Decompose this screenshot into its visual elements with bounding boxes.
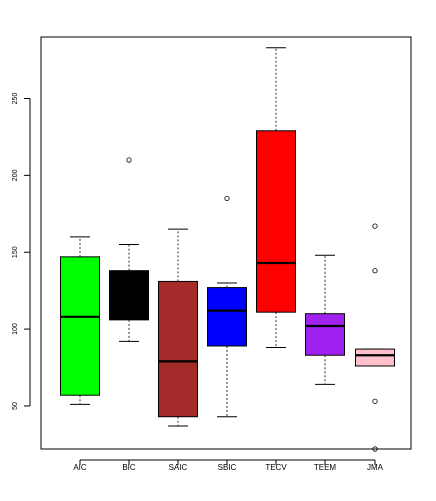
plot-frame: [40, 36, 412, 450]
outlier-point: [126, 157, 132, 163]
box-jma: [355, 223, 395, 452]
box-series: [60, 47, 395, 452]
x-tick-label: JMA: [367, 463, 384, 472]
x-tick-label: AIC: [73, 463, 87, 472]
box-saic: [158, 228, 198, 427]
y-axis: 50 100 150 200 250: [12, 93, 31, 410]
y-tick-label: 200: [12, 169, 19, 181]
box-iqr: [109, 270, 149, 321]
x-axis: AIC BIC SAIC SBIC TECV TEEM JMA: [73, 459, 384, 472]
box-iqr: [256, 130, 296, 313]
outlier-point: [372, 446, 378, 452]
box-iqr: [207, 287, 247, 347]
y-tick-label: 150: [12, 246, 19, 258]
box-sbic: [207, 195, 247, 418]
box-iqr: [305, 313, 345, 356]
x-tick-label: SAIC: [169, 463, 188, 472]
x-tick-label: BIC: [122, 463, 136, 472]
box-iqr: [355, 348, 395, 367]
y-tick-label: 100: [12, 323, 19, 335]
box-bic: [109, 157, 149, 342]
box-teem: [305, 254, 345, 385]
y-tick-label: 250: [12, 93, 19, 105]
outlier-point: [372, 223, 378, 229]
box-iqr: [60, 256, 100, 396]
box-iqr: [158, 280, 198, 418]
box-aic: [60, 236, 100, 405]
x-tick-label: TEEM: [314, 463, 337, 472]
outlier-point: [372, 268, 378, 274]
x-tick-label: TECV: [265, 463, 287, 472]
box-tecv: [256, 47, 296, 349]
outlier-point: [224, 195, 230, 202]
y-tick-label: 50: [12, 402, 19, 410]
x-tick-label: SBIC: [218, 463, 237, 472]
outlier-point: [372, 398, 378, 404]
